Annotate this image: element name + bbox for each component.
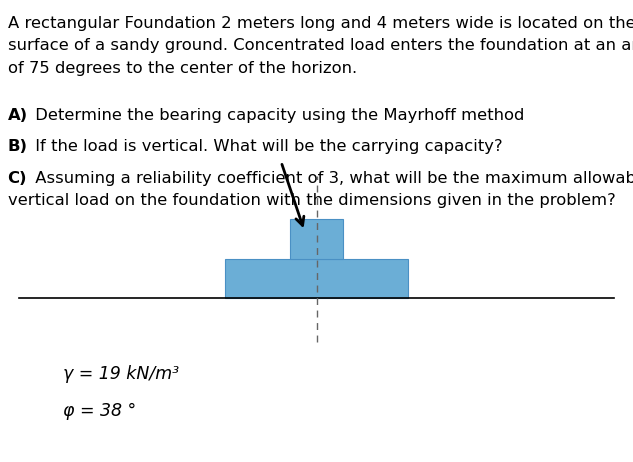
Text: surface of a sandy ground. Concentrated load enters the foundation at an angle: surface of a sandy ground. Concentrated … [8, 38, 633, 53]
Text: If the load is vertical. What will be the carrying capacity?: If the load is vertical. What will be th… [30, 139, 503, 154]
Bar [225, 259, 408, 298]
Text: γ = 19 kN/m³: γ = 19 kN/m³ [63, 365, 179, 383]
Text: A rectangular Foundation 2 meters long and 4 meters wide is located on the: A rectangular Foundation 2 meters long a… [8, 16, 633, 31]
Text: C): C) [8, 170, 27, 186]
Text: of 75 degrees to the center of the horizon.: of 75 degrees to the center of the horiz… [8, 61, 357, 75]
Text: Determine the bearing capacity using the Mayrhoff method: Determine the bearing capacity using the… [30, 108, 525, 123]
Text: φ = 38 °: φ = 38 ° [63, 402, 137, 420]
Text: Assuming a reliability coefficient of 3, what will be the maximum allowable: Assuming a reliability coefficient of 3,… [30, 170, 633, 186]
Text: B): B) [8, 139, 28, 154]
Bar [290, 219, 343, 259]
Text: A): A) [8, 108, 28, 123]
Text: vertical load on the foundation with the dimensions given in the problem?: vertical load on the foundation with the… [8, 193, 615, 208]
